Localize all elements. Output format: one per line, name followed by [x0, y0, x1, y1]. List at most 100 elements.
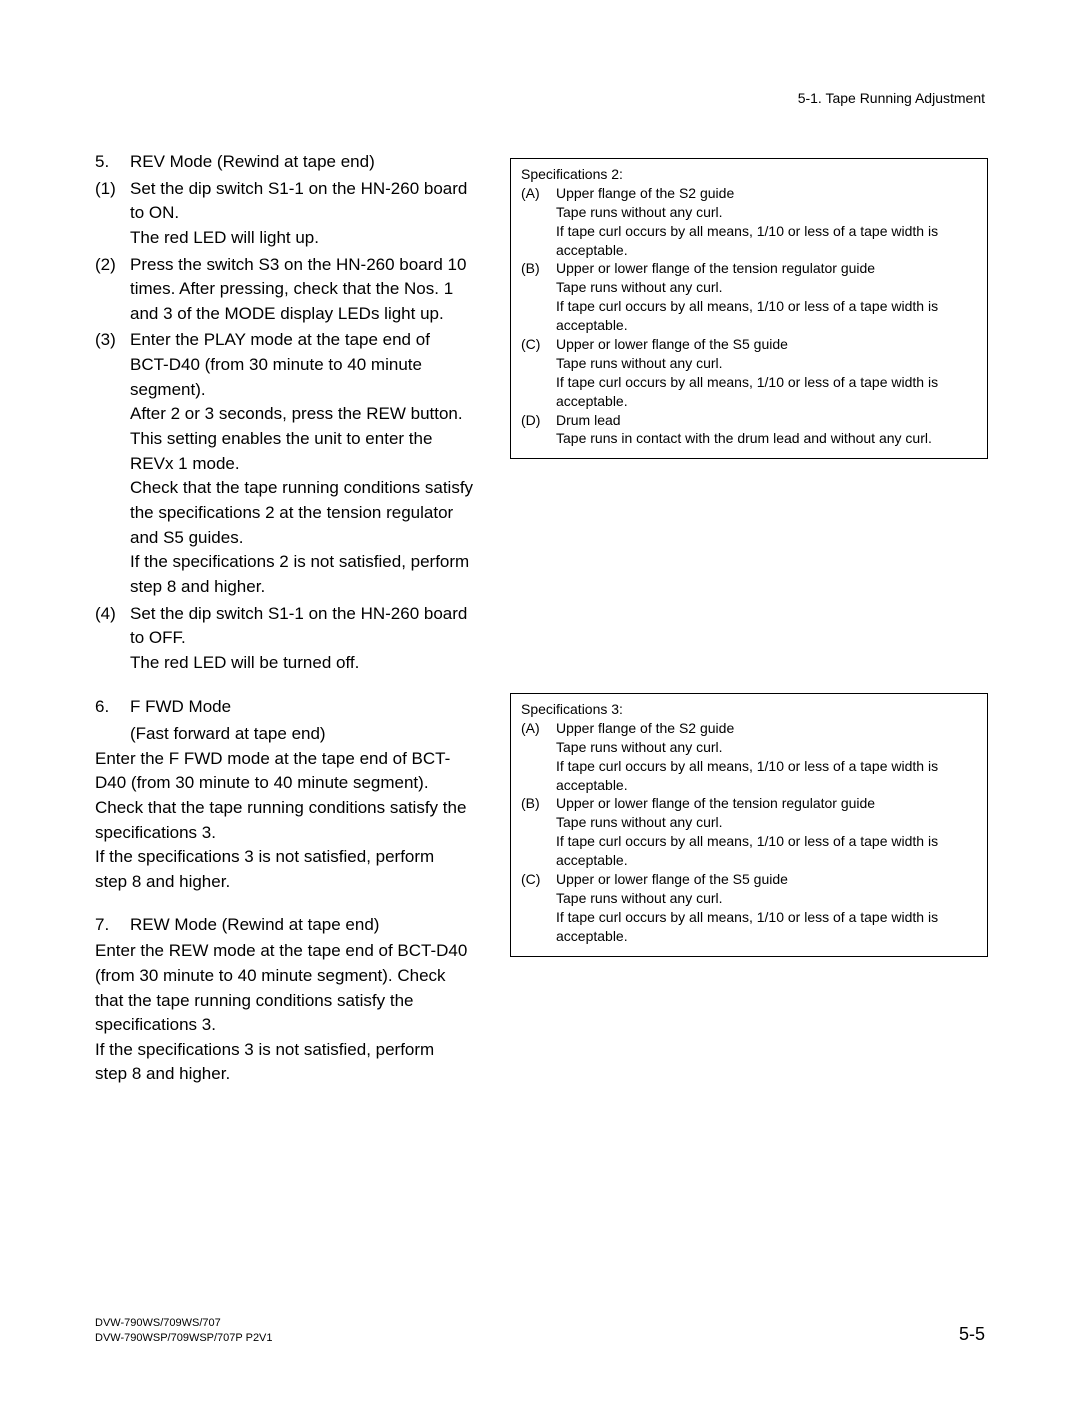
l: If the specifications 3 is not satisfied… — [95, 1040, 434, 1059]
spec-3-box: Specifications 3: (A) Upper flange of th… — [510, 693, 988, 957]
l: step 8 and higher. — [130, 577, 265, 596]
l: If tape curl occurs by all means, 1/10 o… — [556, 833, 938, 849]
spec-2-c-desc: Upper or lower flange of the S5 guide Ta… — [556, 335, 977, 411]
spec-3-b-desc: Upper or lower flange of the tension reg… — [556, 794, 977, 870]
text-6: Enter the F FWD mode at the tape end of … — [95, 747, 515, 895]
item-6-heading: 6. F FWD Mode — [95, 695, 515, 720]
num-6: 6. — [95, 695, 130, 720]
l: the specifications 2 at the tension regu… — [130, 503, 453, 522]
l: Tape runs without any curl. — [556, 739, 723, 755]
spec-2-b-desc: Upper or lower flange of the tension reg… — [556, 259, 977, 335]
l: Upper or lower flange of the S5 guide — [556, 336, 788, 352]
num-7: 7. — [95, 913, 130, 938]
l: to ON. — [130, 203, 179, 222]
l: Check that the tape running conditions s… — [95, 798, 466, 817]
spec-3-c-label: (C) — [521, 870, 556, 946]
step-5-4: (4) Set the dip switch S1-1 on the HN-26… — [95, 602, 515, 676]
l: Press the switch S3 on the HN-260 board … — [130, 255, 466, 274]
l: acceptable. — [556, 242, 628, 258]
l: Enter the REW mode at the tape end of BC… — [95, 941, 467, 960]
l: If tape curl occurs by all means, 1/10 o… — [556, 374, 938, 390]
text-5-2: Press the switch S3 on the HN-260 board … — [130, 253, 515, 327]
spec-2-c-label: (C) — [521, 335, 556, 411]
item-5-heading: 5. REV Mode (Rewind at tape end) — [95, 150, 515, 175]
l: Enter the PLAY mode at the tape end of — [130, 330, 430, 349]
spec-3-a-label: (A) — [521, 719, 556, 795]
l: If the specifications 3 is not satisfied… — [95, 847, 434, 866]
l: Tape runs without any curl. — [556, 890, 723, 906]
l: Tape runs without any curl. — [556, 355, 723, 371]
l: This setting enables the unit to enter t… — [130, 429, 432, 448]
l: If the specifications 2 is not satisfied… — [130, 552, 469, 571]
l: Tape runs without any curl. — [556, 204, 723, 220]
l: The red LED will light up. — [130, 228, 319, 247]
step-5-1: (1) Set the dip switch S1-1 on the HN-26… — [95, 177, 515, 251]
text-6-sub: (Fast forward at tape end) — [95, 722, 515, 747]
spec-3-a-desc: Upper flange of the S2 guide Tape runs w… — [556, 719, 977, 795]
l: step 8 and higher. — [95, 1064, 230, 1083]
l: After 2 or 3 seconds, press the REW butt… — [130, 404, 463, 423]
text-5-4: Set the dip switch S1-1 on the HN-260 bo… — [130, 602, 515, 676]
l: Upper or lower flange of the S5 guide — [556, 871, 788, 887]
l: Upper or lower flange of the tension reg… — [556, 260, 875, 276]
spec-2-a-label: (A) — [521, 184, 556, 260]
l: acceptable. — [556, 852, 628, 868]
spec-3-c-desc: Upper or lower flange of the S5 guide Ta… — [556, 870, 977, 946]
l: times. After pressing, check that the No… — [130, 279, 453, 298]
step-5-3: (3) Enter the PLAY mode at the tape end … — [95, 328, 515, 599]
num-5-2: (2) — [95, 253, 130, 327]
spec-2-title: Specifications 2: — [521, 165, 977, 184]
l: REVx 1 mode. — [130, 454, 240, 473]
spec-3-a: (A) Upper flange of the S2 guide Tape ru… — [521, 719, 977, 795]
l: If tape curl occurs by all means, 1/10 o… — [556, 223, 938, 239]
spec-2-d-desc: Drum lead Tape runs in contact with the … — [556, 411, 977, 449]
text-5-3: Enter the PLAY mode at the tape end of B… — [130, 328, 515, 599]
l: Tape runs without any curl. — [556, 814, 723, 830]
l: and 3 of the MODE display LEDs light up. — [130, 304, 444, 323]
l: that the tape running conditions satisfy… — [95, 991, 413, 1010]
spec-2-d: (D) Drum lead Tape runs in contact with … — [521, 411, 977, 449]
l: specifications 3. — [95, 823, 216, 842]
spec-2-box: Specifications 2: (A) Upper flange of th… — [510, 158, 988, 459]
spec-3-b-label: (B) — [521, 794, 556, 870]
l: Set the dip switch S1-1 on the HN-260 bo… — [130, 604, 467, 623]
spec-2-b-label: (B) — [521, 259, 556, 335]
l: acceptable. — [556, 393, 628, 409]
main-text-column: 5. REV Mode (Rewind at tape end) (1) Set… — [95, 150, 515, 1087]
l: If tape curl occurs by all means, 1/10 o… — [556, 758, 938, 774]
l: to OFF. — [130, 628, 186, 647]
header-section: 5-1. Tape Running Adjustment — [798, 90, 985, 106]
l: Tape runs in contact with the drum lead … — [556, 430, 932, 446]
l: Set the dip switch S1-1 on the HN-260 bo… — [130, 179, 467, 198]
l: acceptable. — [556, 928, 628, 944]
l: acceptable. — [556, 777, 628, 793]
spec-2-a-desc: Upper flange of the S2 guide Tape runs w… — [556, 184, 977, 260]
step-5-2: (2) Press the switch S3 on the HN-260 bo… — [95, 253, 515, 327]
footer-line-2: DVW-790WSP/709WSP/707P P2V1 — [95, 1332, 273, 1344]
l: Check that the tape running conditions s… — [130, 478, 473, 497]
l: specifications 3. — [95, 1015, 216, 1034]
l: Tape runs without any curl. — [556, 279, 723, 295]
num-5-1: (1) — [95, 177, 130, 251]
footer-line-1: DVW-790WS/709WS/707 — [95, 1317, 221, 1329]
num-5-4: (4) — [95, 602, 130, 676]
l: Upper flange of the S2 guide — [556, 720, 734, 736]
spec-2-c: (C) Upper or lower flange of the S5 guid… — [521, 335, 977, 411]
page-number: 5-5 — [959, 1324, 985, 1345]
l: and S5 guides. — [130, 528, 243, 547]
footer-model: DVW-790WS/709WS/707 DVW-790WSP/709WSP/70… — [95, 1316, 273, 1345]
l: D40 (from 30 minute to 40 minute segment… — [95, 773, 429, 792]
title-5: REV Mode (Rewind at tape end) — [130, 150, 515, 175]
l: Upper flange of the S2 guide — [556, 185, 734, 201]
text-5-1: Set the dip switch S1-1 on the HN-260 bo… — [130, 177, 515, 251]
spec-3-title: Specifications 3: — [521, 700, 977, 719]
spec-2-a: (A) Upper flange of the S2 guide Tape ru… — [521, 184, 977, 260]
title-6: F FWD Mode — [130, 695, 515, 720]
l: Drum lead — [556, 412, 621, 428]
l: segment). — [130, 380, 206, 399]
text-7: Enter the REW mode at the tape end of BC… — [95, 939, 515, 1087]
l: BCT-D40 (from 30 minute to 40 minute — [130, 355, 422, 374]
l: If tape curl occurs by all means, 1/10 o… — [556, 909, 938, 925]
num-5: 5. — [95, 150, 130, 175]
l: step 8 and higher. — [95, 872, 230, 891]
